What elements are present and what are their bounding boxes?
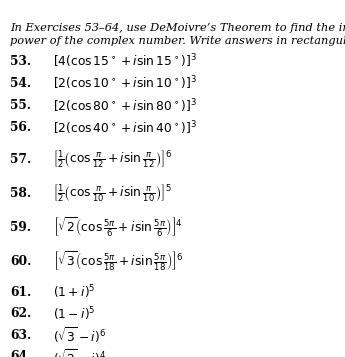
Text: $(1 + i)^5$: $(1 + i)^5$ [53, 284, 96, 301]
Text: $[2(\cos 40^\circ + i\sin 40^\circ)]^3$: $[2(\cos 40^\circ + i\sin 40^\circ)]^3$ [53, 119, 197, 137]
Text: 55.: 55. [10, 99, 31, 112]
Text: $\left[\frac{1}{2}\left(\cos\frac{\pi}{10} + i\sin\frac{\pi}{10}\right)\right]^5: $\left[\frac{1}{2}\left(\cos\frac{\pi}{1… [53, 183, 172, 204]
Text: $(\sqrt{2} - i)^4$: $(\sqrt{2} - i)^4$ [53, 347, 107, 357]
Text: 54.: 54. [10, 77, 31, 90]
Text: 64.: 64. [10, 350, 32, 357]
Text: $[2(\cos 80^\circ + i\sin 80^\circ)]^3$: $[2(\cos 80^\circ + i\sin 80^\circ)]^3$ [53, 97, 197, 115]
Text: 56.: 56. [10, 121, 31, 134]
Text: $\left[\sqrt{2}\left(\cos\frac{5\pi}{6} + i\sin\frac{5\pi}{6}\right)\right]^4$: $\left[\sqrt{2}\left(\cos\frac{5\pi}{6} … [53, 216, 183, 239]
Text: $(\sqrt{3} - i)^6$: $(\sqrt{3} - i)^6$ [53, 326, 107, 345]
Text: $\left[\frac{1}{2}\left(\cos\frac{\pi}{12} + i\sin\frac{\pi}{12}\right)\right]^6: $\left[\frac{1}{2}\left(\cos\frac{\pi}{1… [53, 149, 172, 170]
Text: 59.: 59. [10, 221, 31, 234]
Text: 57.: 57. [10, 153, 32, 166]
Text: 61.: 61. [10, 286, 32, 299]
Text: $[4(\cos 15^\circ + i\sin 15^\circ)]^3$: $[4(\cos 15^\circ + i\sin 15^\circ)]^3$ [53, 53, 197, 70]
Text: 60.: 60. [10, 255, 32, 268]
Text: 58.: 58. [10, 187, 31, 200]
Text: 53.: 53. [10, 55, 31, 68]
Text: $[2(\cos 10^\circ + i\sin 10^\circ)]^3$: $[2(\cos 10^\circ + i\sin 10^\circ)]^3$ [53, 75, 197, 92]
Text: 62.: 62. [10, 307, 32, 320]
Text: $\left[\sqrt{3}\left(\cos\frac{5\pi}{18} + i\sin\frac{5\pi}{18}\right)\right]^6$: $\left[\sqrt{3}\left(\cos\frac{5\pi}{18}… [53, 250, 184, 273]
Text: In Exercises 53–64, use DeMoivre’s Theorem to find the indicated: In Exercises 53–64, use DeMoivre’s Theor… [10, 23, 345, 33]
Text: 63.: 63. [10, 329, 32, 342]
Text: power of the complex number. Write answers in rectangular form.: power of the complex number. Write answe… [10, 36, 345, 46]
Text: $(1 - i)^5$: $(1 - i)^5$ [53, 305, 96, 323]
